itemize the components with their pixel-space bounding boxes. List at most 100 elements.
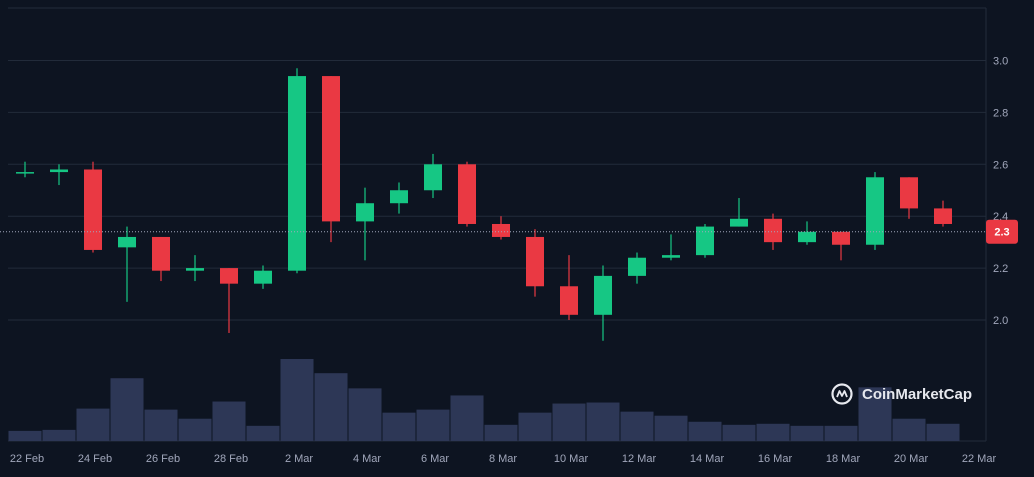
candle-body <box>526 236 544 287</box>
candle-body <box>84 169 102 250</box>
candle-body <box>458 164 476 224</box>
candle-body <box>50 169 68 173</box>
candle <box>934 200 952 227</box>
x-axis: 22 Feb 24 Feb 26 Feb 28 Feb 2 Mar 4 Mar 6 Mar 8… <box>10 453 997 465</box>
volume-bar <box>178 418 212 441</box>
candle-body <box>356 203 374 222</box>
y-tick-label: 2.6 <box>993 159 1008 171</box>
x-tick-label: 12 Mar <box>622 453 657 465</box>
candle-body <box>492 223 510 237</box>
x-tick-label: 8 Mar <box>489 453 517 465</box>
candle <box>798 221 816 245</box>
candle <box>322 76 340 243</box>
candle-body <box>662 255 680 258</box>
current-price-tag: 2.3 <box>986 219 1018 244</box>
candle <box>492 216 510 240</box>
volume-bar <box>416 409 450 441</box>
volume-bar <box>858 387 892 441</box>
volume-bar <box>756 423 790 441</box>
candle-body <box>220 268 238 284</box>
candle <box>832 231 850 261</box>
candle <box>594 265 612 341</box>
candles <box>16 68 952 341</box>
candle-body <box>798 231 816 243</box>
volume-bar <box>450 395 484 441</box>
candle-body <box>424 164 442 191</box>
volume-bar <box>246 425 280 441</box>
volume-bar <box>654 415 688 441</box>
volume-bar <box>586 402 620 441</box>
volume-bar <box>824 425 858 441</box>
volume-bar <box>484 424 518 441</box>
volume-bar <box>212 401 246 441</box>
coinmarketcap-logo-icon <box>831 383 853 405</box>
candle-body <box>730 218 748 227</box>
x-tick-label: 14 Mar <box>690 453 725 465</box>
candle <box>220 268 238 333</box>
candle <box>866 172 884 250</box>
y-tick-label: 2.8 <box>993 107 1008 119</box>
candle-body <box>118 236 136 248</box>
volume-bar <box>790 425 824 441</box>
volume-bar <box>518 412 552 441</box>
volume-bar <box>552 403 586 441</box>
candle <box>356 187 374 261</box>
volume-bar <box>42 429 76 441</box>
volume-bar <box>348 388 382 441</box>
volume-bar <box>314 373 348 441</box>
x-tick-label: 22 Mar <box>962 453 997 465</box>
volume-bar <box>620 411 654 441</box>
candle-body <box>254 270 272 284</box>
x-tick-label: 10 Mar <box>554 453 589 465</box>
x-tick-label: 18 Mar <box>826 453 861 465</box>
candle <box>84 161 102 253</box>
x-tick-label: 6 Mar <box>421 453 449 465</box>
candle-body <box>594 275 612 315</box>
volume-bar <box>926 423 960 441</box>
candle <box>730 198 748 227</box>
current-price-tag-background <box>986 219 1018 244</box>
brand-watermark: CoinMarketCap <box>831 383 972 405</box>
volume-bar <box>8 430 42 441</box>
candle-body <box>866 177 884 245</box>
candle <box>560 255 578 320</box>
candle-body <box>764 218 782 243</box>
y-tick-label: 3.0 <box>993 56 1008 68</box>
candle <box>152 236 170 282</box>
y-tick-label: 2.2 <box>993 263 1008 275</box>
candle <box>50 164 68 186</box>
candle-body <box>390 190 408 204</box>
volume-bar <box>382 412 416 441</box>
candle <box>16 161 34 178</box>
current-price-label: 2.3 <box>994 227 1009 239</box>
volume-bars <box>8 359 960 441</box>
candle-body <box>934 208 952 224</box>
candle <box>458 161 476 227</box>
candle-body <box>322 76 340 222</box>
x-tick-label: 2 Mar <box>285 453 313 465</box>
x-tick-label: 20 Mar <box>894 453 929 465</box>
volume-bar <box>144 409 178 441</box>
candle <box>628 252 646 284</box>
candle <box>118 226 136 302</box>
x-tick-label: 22 Feb <box>10 453 44 465</box>
x-tick-label: 28 Feb <box>214 453 248 465</box>
volume-bar <box>892 418 926 441</box>
brand-name: CoinMarketCap <box>862 386 972 403</box>
candle <box>186 255 204 282</box>
candle-body <box>288 76 306 271</box>
candle <box>390 182 408 214</box>
candle-body <box>16 172 34 174</box>
candle <box>526 229 544 297</box>
candle <box>288 68 306 274</box>
candle-body <box>696 226 714 256</box>
volume-bar <box>76 408 110 441</box>
volume-bar <box>722 424 756 441</box>
volume-bar <box>688 421 722 441</box>
candle-body <box>152 236 170 271</box>
x-tick-label: 26 Feb <box>146 453 180 465</box>
x-tick-label: 24 Feb <box>78 453 112 465</box>
volume-bar <box>110 378 144 441</box>
candle <box>900 177 918 219</box>
